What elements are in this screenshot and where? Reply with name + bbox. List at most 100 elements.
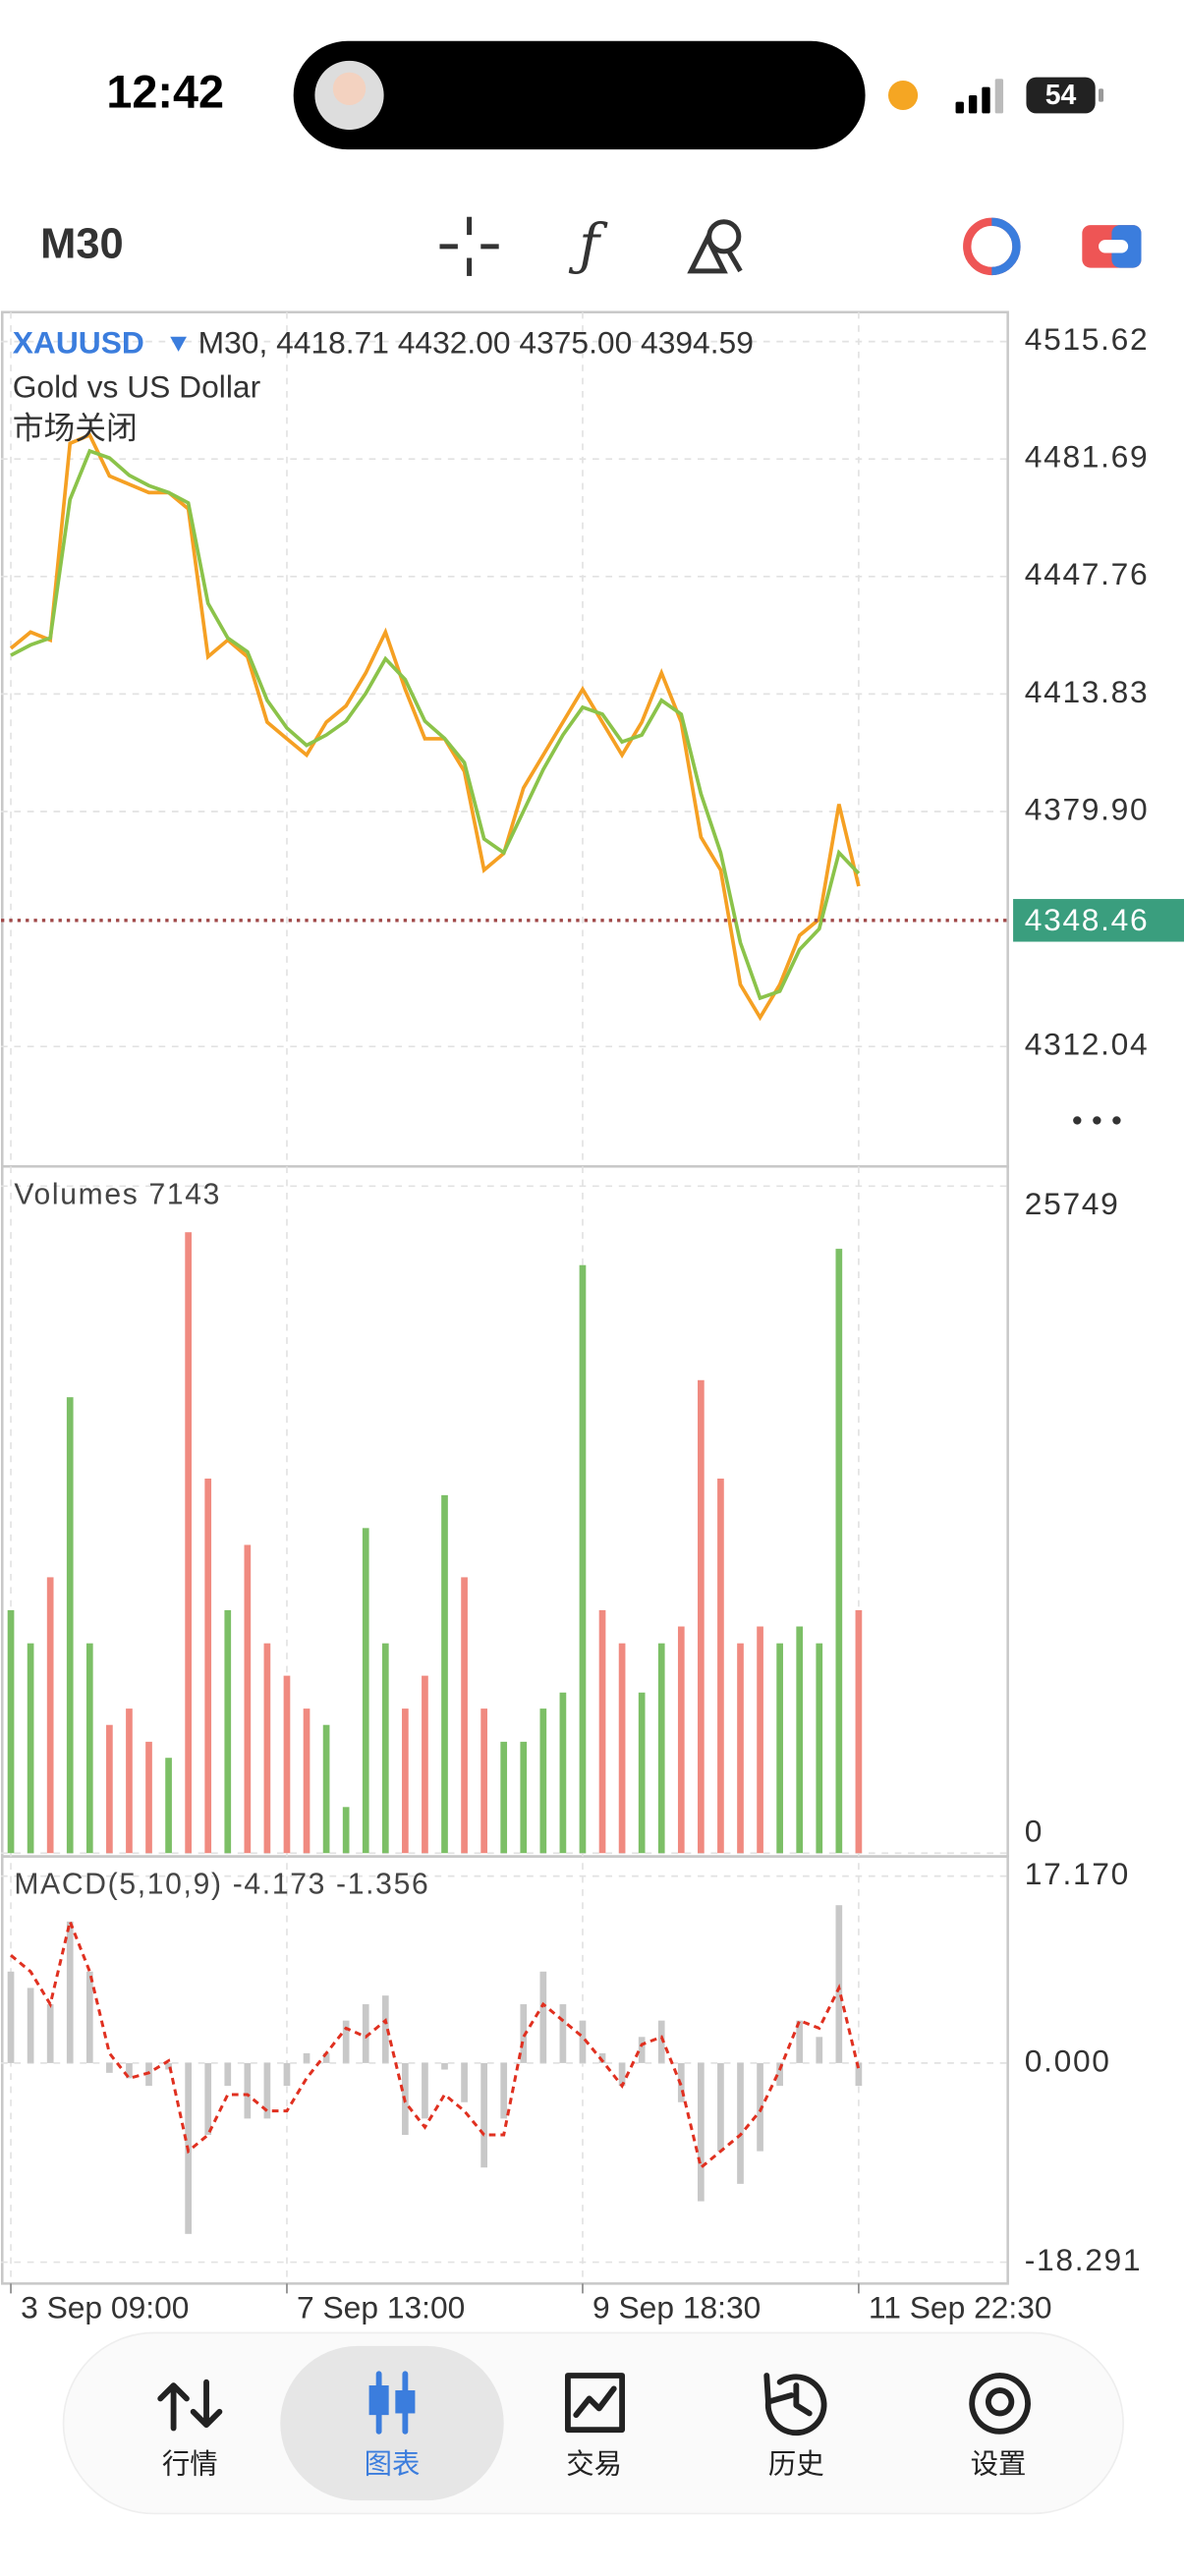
macd-bar	[381, 1995, 389, 2063]
nav-label[interactable]: 交易	[566, 2448, 622, 2480]
macd-bar	[855, 2062, 863, 2087]
volume-bar	[461, 1577, 468, 1854]
volume-bar	[539, 1708, 547, 1854]
current-price-label: 4348.46	[1025, 902, 1150, 937]
macd-signal	[10, 1916, 861, 2170]
volume-bar	[559, 1692, 567, 1854]
volume-bar	[737, 1643, 744, 1854]
volume-bar	[677, 1626, 685, 1854]
volume-bar	[106, 1724, 113, 1854]
price-line	[10, 448, 861, 1001]
macd-bar	[224, 2062, 232, 2087]
volume-bar	[126, 1708, 133, 1854]
macd-bar	[618, 2062, 626, 2087]
macd-bar	[126, 2062, 133, 2079]
trade-button[interactable]	[1082, 225, 1142, 268]
nav-active-bg	[280, 2345, 504, 2501]
macd-bar	[796, 2020, 804, 2063]
macd-bar	[342, 2020, 350, 2063]
macd-bar	[757, 2062, 763, 2152]
signal-icon	[955, 79, 1004, 114]
nav-icon	[564, 2373, 626, 2434]
volume-bar	[776, 1643, 783, 1854]
volume-bar	[717, 1478, 724, 1854]
macd-bar	[303, 2052, 310, 2063]
volume-bar	[816, 1643, 823, 1854]
volume-bar	[303, 1708, 310, 1854]
dynamic-island	[293, 40, 866, 150]
macd-bar	[698, 2062, 705, 2202]
volume-bar	[66, 1397, 74, 1854]
y-tick-label: 4312.04	[1025, 1027, 1150, 1062]
volume-bar	[342, 1807, 350, 1854]
crosshair-button[interactable]	[439, 216, 499, 276]
indicator-button[interactable]: ƒ	[568, 213, 608, 278]
macd-bar	[27, 1988, 34, 2063]
y-tick-label: 4447.76	[1025, 556, 1150, 591]
volume-bar	[381, 1643, 389, 1854]
macd-bar	[322, 2052, 330, 2063]
price-line	[9, 432, 861, 1022]
nav-label[interactable]: 行情	[162, 2448, 218, 2480]
volume-bar	[263, 1643, 271, 1854]
volume-bar	[46, 1577, 54, 1854]
macd-bar	[46, 2004, 54, 2063]
panel-frames	[1, 310, 1009, 2285]
objects-button[interactable]	[687, 219, 743, 274]
market-status: 市场关闭	[13, 411, 138, 446]
more-button[interactable]	[1073, 1116, 1121, 1125]
macd-bar	[657, 2020, 665, 2063]
current-price-box	[1013, 899, 1184, 942]
y-tick-label: -18.291	[1025, 2242, 1142, 2277]
volume-bar	[145, 1741, 152, 1854]
battery-level: 54	[1045, 80, 1077, 111]
volume-bar	[855, 1609, 863, 1854]
status-time: 12:42	[106, 66, 224, 117]
nav-label[interactable]: 设置	[971, 2448, 1027, 2480]
x-tick-label: 11 Sep 22:30	[869, 2289, 1052, 2324]
macd-bar	[737, 2062, 744, 2184]
macd-bar	[422, 2062, 428, 2119]
volume-bar	[283, 1675, 291, 1854]
nav-items: 行情 图表 交易 历史 设置	[157, 2345, 1031, 2501]
nav-label[interactable]: 历史	[768, 2448, 824, 2480]
account-button[interactable]	[963, 217, 1021, 276]
nav-bar	[62, 2331, 1124, 2515]
volume-bar	[500, 1741, 508, 1854]
symbol-dropdown[interactable]	[170, 336, 187, 352]
volume-label: Volumes 7143	[14, 1178, 221, 1210]
macd-bar	[165, 2062, 172, 2070]
volume-bar	[244, 1544, 252, 1854]
macd-bar	[7, 1971, 15, 2063]
macd-bar	[106, 2062, 113, 2073]
volume-bar	[638, 1692, 646, 1854]
volume-bar	[422, 1675, 428, 1854]
plots: 3 Sep 09:00 7 Sep 13:00 9 Sep 18:30 11 Sep …	[1, 311, 1184, 2324]
volume-bar	[480, 1708, 487, 1854]
volume-bar	[204, 1478, 212, 1854]
y-tick-label: 4379.90	[1025, 791, 1150, 826]
quote: M30, 4418.71 4432.00 4375.00 4394.59	[198, 325, 754, 361]
volume-bar	[657, 1643, 665, 1854]
description: Gold vs US Dollar	[13, 369, 261, 405]
macd-bar	[145, 2062, 152, 2087]
timeframe-button[interactable]: M30	[40, 220, 124, 267]
nav-icon	[157, 2379, 223, 2432]
macd-bar	[66, 1921, 74, 2063]
nav-label[interactable]: 图表	[365, 2448, 421, 2480]
macd-bar	[579, 2020, 587, 2063]
volume-bar	[757, 1626, 763, 1854]
macd-bar	[204, 2062, 212, 2135]
y-tick-label: 0	[1025, 1814, 1044, 1849]
macd-bar	[283, 2062, 291, 2087]
volume-bar	[224, 1609, 232, 1854]
macd-bar	[85, 1971, 93, 2063]
macd-bar	[520, 2004, 528, 2063]
nav-icon-body	[368, 2385, 389, 2416]
macd-label: MACD(5,10,9) -4.173 -1.356	[14, 1869, 429, 1901]
symbol[interactable]: XAUUSD	[13, 325, 144, 361]
y-tick-label: 0.000	[1025, 2043, 1111, 2078]
x-tick-label: 9 Sep 18:30	[592, 2289, 761, 2324]
avatar-face	[332, 72, 367, 106]
